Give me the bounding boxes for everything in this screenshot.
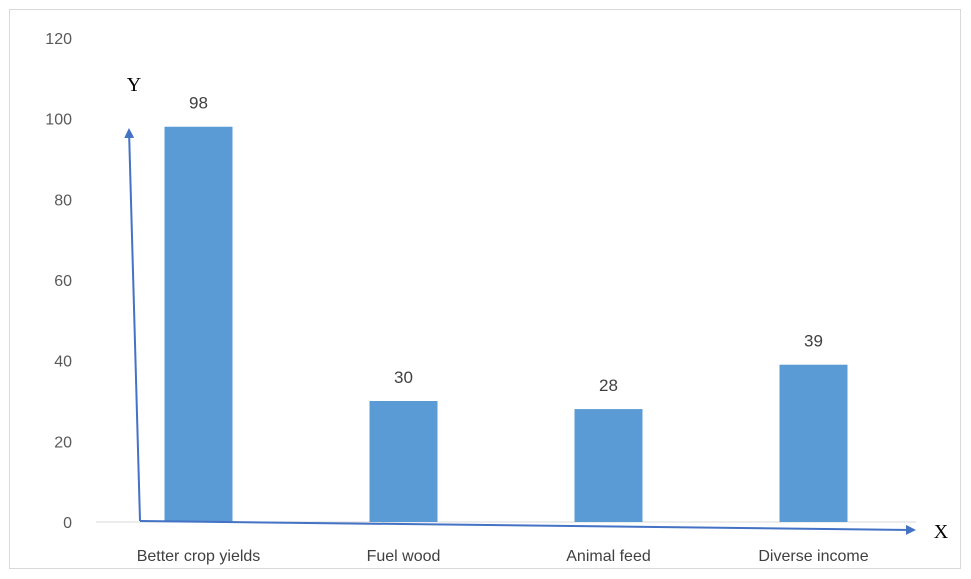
- y-axis-label: Y: [127, 74, 141, 96]
- y-tick-label: 80: [54, 192, 72, 209]
- data-label: 30: [394, 368, 413, 387]
- bar: [164, 126, 233, 522]
- bar: [369, 401, 438, 522]
- x-axis-arrow: [139, 520, 916, 535]
- y-axis-arrow: [124, 128, 141, 522]
- y-tick-label: 120: [45, 31, 72, 48]
- data-label: 28: [599, 376, 618, 395]
- y-tick-label: 20: [54, 434, 72, 451]
- y-axis-ticks: 0 20 40 60 80 100 120: [45, 31, 72, 532]
- category-label: Diverse income: [758, 548, 868, 565]
- bar: [574, 409, 643, 522]
- category-label: Animal feed: [566, 548, 651, 565]
- category-labels: Better crop yields Fuel wood Animal feed Di…: [137, 548, 869, 565]
- y-tick-label: 60: [54, 273, 72, 290]
- bars: [164, 126, 848, 522]
- data-label: 98: [189, 94, 208, 113]
- x-axis-label: X: [934, 521, 949, 543]
- data-label: 39: [804, 332, 823, 351]
- y-tick-label: 40: [54, 354, 72, 371]
- data-labels: 98 30 28 39: [189, 94, 823, 395]
- category-label: Better crop yields: [137, 548, 261, 565]
- bar: [779, 364, 848, 522]
- category-label: Fuel wood: [367, 548, 441, 565]
- y-tick-label: 0: [63, 515, 72, 532]
- y-tick-label: 100: [45, 112, 72, 129]
